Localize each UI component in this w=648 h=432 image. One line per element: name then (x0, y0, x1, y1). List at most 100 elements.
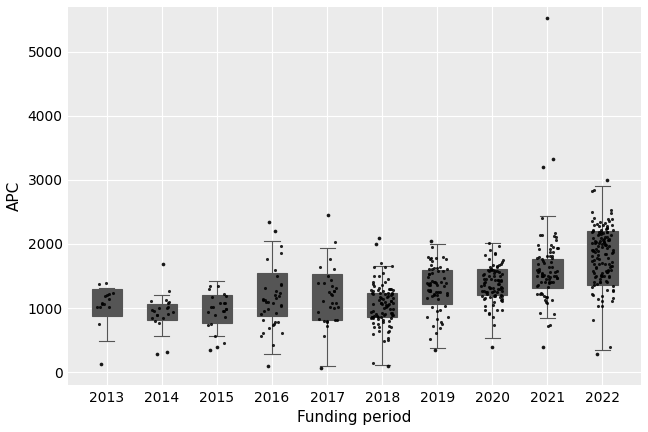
Point (97, 301, 108, 308)
Point (588, 222, 599, 229)
Point (602, 225, 612, 232)
Point (490, 276, 500, 283)
Point (550, 229, 560, 236)
Point (386, 310, 396, 317)
Point (543, 273, 553, 280)
PathPatch shape (587, 231, 618, 285)
Point (535, 232, 545, 238)
Point (425, 282, 435, 289)
Point (480, 302, 490, 309)
Point (598, 230, 608, 237)
Point (586, 239, 597, 246)
Point (488, 261, 498, 268)
Point (494, 268, 504, 275)
Point (588, 267, 598, 274)
Point (442, 289, 452, 296)
Point (540, 278, 550, 285)
Point (479, 276, 489, 283)
Point (494, 261, 504, 268)
PathPatch shape (312, 274, 342, 320)
Point (596, 229, 606, 236)
Point (374, 324, 384, 331)
Point (441, 292, 452, 299)
Point (496, 284, 507, 291)
Point (332, 304, 343, 311)
Point (382, 289, 393, 296)
Point (540, 298, 551, 305)
Point (538, 271, 549, 278)
Point (439, 274, 449, 281)
Point (423, 281, 434, 288)
Point (163, 299, 173, 306)
Point (433, 295, 443, 302)
Point (546, 279, 556, 286)
Point (205, 283, 215, 290)
Point (431, 330, 441, 337)
Point (480, 278, 490, 285)
Point (441, 265, 452, 272)
Point (377, 282, 388, 289)
Point (100, 292, 110, 299)
Point (535, 310, 546, 317)
Point (480, 295, 490, 302)
Point (261, 299, 272, 306)
Point (539, 292, 550, 299)
Point (537, 215, 548, 222)
Point (481, 291, 492, 298)
Point (607, 298, 618, 305)
Point (591, 246, 601, 253)
Point (593, 248, 603, 254)
Point (275, 249, 286, 256)
Point (538, 272, 548, 279)
Point (550, 310, 560, 317)
Point (375, 327, 385, 334)
Point (263, 218, 273, 225)
Point (495, 286, 505, 293)
Point (424, 270, 434, 277)
Point (494, 273, 505, 280)
Point (589, 269, 599, 276)
Point (387, 290, 397, 297)
Point (486, 266, 496, 273)
Point (489, 270, 500, 277)
Point (429, 291, 439, 298)
Point (376, 294, 386, 301)
Point (427, 265, 437, 272)
Point (369, 283, 380, 290)
Point (95, 304, 106, 311)
Point (491, 267, 501, 274)
Point (546, 258, 556, 265)
Point (259, 308, 269, 314)
Point (594, 228, 604, 235)
Point (332, 317, 342, 324)
Point (382, 276, 393, 283)
Point (601, 269, 612, 276)
Point (432, 267, 443, 274)
Point (376, 299, 386, 306)
Point (551, 233, 561, 240)
Point (374, 272, 384, 279)
Point (108, 289, 118, 296)
Point (373, 316, 384, 323)
Point (207, 293, 218, 300)
Point (424, 271, 434, 278)
Point (608, 248, 618, 255)
Point (218, 340, 229, 346)
Point (330, 300, 341, 307)
Point (432, 308, 442, 315)
Point (385, 286, 395, 293)
Point (495, 293, 505, 300)
Point (603, 267, 614, 274)
Point (484, 309, 494, 316)
Point (551, 245, 562, 252)
Point (388, 306, 398, 313)
Point (212, 344, 222, 351)
Point (375, 293, 386, 300)
Point (154, 320, 164, 327)
Point (483, 267, 494, 274)
Point (536, 289, 546, 296)
Point (494, 280, 504, 287)
Point (600, 220, 610, 227)
Point (601, 268, 611, 275)
Point (544, 275, 554, 282)
